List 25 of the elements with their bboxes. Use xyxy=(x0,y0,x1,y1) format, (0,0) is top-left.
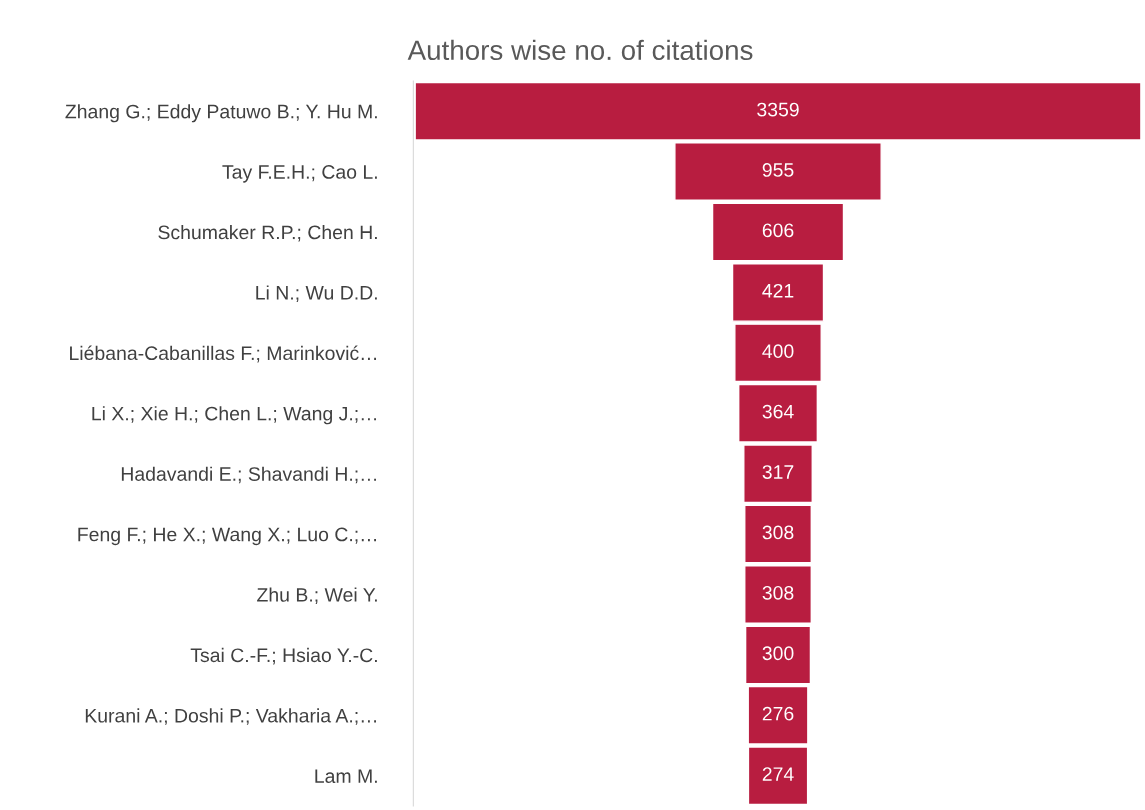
data-label: 400 xyxy=(762,344,794,359)
category-label: Zhu B.; Wei Y. xyxy=(257,587,377,605)
category-label: Tsai C.-F.; Hsiao Y.-C. xyxy=(190,647,377,665)
data-label: 308 xyxy=(762,525,794,540)
data-label: 300 xyxy=(762,646,794,661)
category-label: Li X.; Xie H.; Chen L.; Wang J.;… xyxy=(92,406,376,425)
data-label: 955 xyxy=(762,163,794,177)
data-label: 3359 xyxy=(757,102,799,117)
category-label: Kurani A.; Doshi P.; Vakharia A.;… xyxy=(85,708,376,725)
category-label: Lam M. xyxy=(315,769,377,783)
data-label: 308 xyxy=(762,585,794,600)
data-label: 276 xyxy=(762,706,794,721)
data-label: 274 xyxy=(762,767,794,781)
data-label: 317 xyxy=(762,465,794,479)
data-label: 421 xyxy=(762,283,794,298)
data-label: 364 xyxy=(762,404,794,419)
category-label: Zhang G.; Eddy Patuwo B.; Y. Hu M. xyxy=(65,104,377,123)
category-label: Hadavandi E.; Shavandi H.;… xyxy=(121,466,376,484)
text: Authors wise no. of citations xyxy=(407,39,753,61)
data-label: 606 xyxy=(762,223,794,238)
category-label: Feng F.; He X.; Wang X.; Luo C.;… xyxy=(78,527,376,546)
category-label: Schumaker R.P.; Chen H. xyxy=(158,224,377,242)
category-label: Liébana-Cabanillas F.; Marinković… xyxy=(70,345,376,363)
category-label: Li N.; Wu D.D. xyxy=(256,285,377,302)
category-label: Tay F.E.H.; Cao L. xyxy=(222,165,377,183)
